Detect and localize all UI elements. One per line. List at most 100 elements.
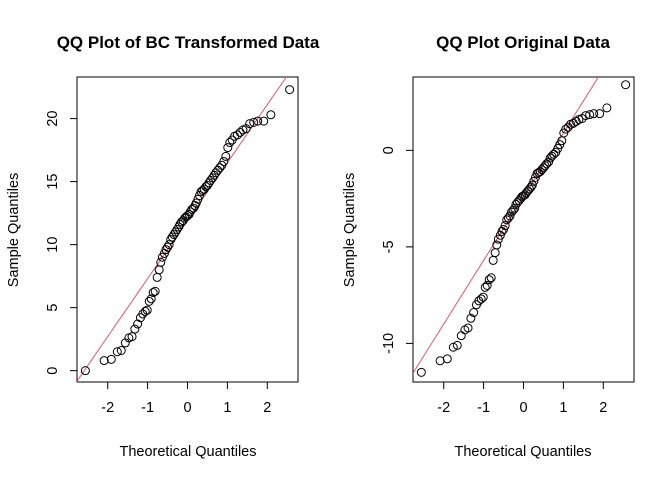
data-point — [510, 203, 520, 213]
qq-reference-line — [413, 77, 600, 374]
x-tick-label: 2 — [263, 400, 271, 416]
data-point — [133, 319, 143, 329]
x-tick-label: 0 — [519, 400, 527, 416]
data-point — [225, 138, 235, 148]
y-tick-label: -5 — [381, 240, 397, 253]
data-point — [223, 143, 233, 153]
bc-transformed-qq-panel: QQ Plot of BC Transformed Data Theoretic… — [6, 33, 320, 460]
data-point — [526, 182, 536, 192]
y-tick-label: 5 — [45, 304, 61, 312]
original-data-qq-panel: QQ Plot Original Data Theoretical Quanti… — [342, 33, 635, 460]
data-point — [140, 306, 150, 316]
x-axis: -2 -1 0 1 2 — [101, 381, 271, 416]
x-axis: -2 -1 0 1 2 — [437, 381, 607, 416]
plot-area: -2 -1 0 1 2-10-50 — [381, 76, 635, 416]
x-tick-label: 2 — [599, 400, 607, 416]
data-point — [484, 275, 494, 285]
data-point — [253, 116, 263, 126]
data-point — [442, 354, 452, 364]
data-point — [188, 203, 198, 213]
data-point — [500, 221, 510, 231]
y-tick-label: 20 — [45, 111, 61, 127]
data-point — [452, 340, 462, 350]
data-point — [221, 151, 231, 161]
data-point — [127, 332, 137, 342]
data-point — [585, 110, 595, 120]
data-point — [589, 109, 599, 119]
data-point — [148, 288, 158, 298]
plot-frame — [412, 76, 635, 383]
data-point — [161, 245, 171, 255]
y-tick-label: 15 — [45, 174, 61, 190]
data-point — [492, 240, 502, 250]
data-point — [154, 265, 164, 275]
data-point — [490, 248, 500, 258]
sample-points — [80, 85, 295, 376]
data-point — [106, 354, 116, 364]
data-point — [215, 163, 225, 173]
data-point — [527, 180, 537, 190]
x-tick-label: -2 — [101, 400, 114, 416]
data-point — [463, 323, 473, 333]
sample-points — [416, 80, 631, 377]
data-point — [232, 130, 242, 140]
data-point — [561, 124, 571, 134]
data-point — [621, 80, 631, 90]
data-point — [482, 280, 492, 290]
data-point — [595, 109, 605, 119]
data-point — [249, 117, 259, 127]
data-point — [208, 173, 218, 183]
x-axis-label: Theoretical Quantiles — [119, 444, 256, 460]
y-axis-label: Sample Quantiles — [342, 173, 358, 287]
data-point — [285, 85, 295, 95]
data-point — [166, 235, 176, 245]
y-axis-label: Sample Quantiles — [6, 173, 22, 287]
x-tick-label: 0 — [183, 400, 191, 416]
data-point — [245, 119, 255, 129]
data-point — [130, 324, 140, 334]
data-point — [534, 168, 544, 178]
data-point — [219, 156, 229, 166]
data-point — [416, 367, 426, 377]
plot-frame — [76, 76, 299, 383]
data-point — [508, 205, 518, 215]
data-point — [146, 294, 156, 304]
data-point — [476, 294, 486, 304]
data-point — [499, 225, 509, 234]
data-point — [259, 116, 269, 126]
data-point — [181, 212, 191, 222]
data-point — [478, 292, 488, 302]
data-point — [156, 257, 166, 267]
data-point — [530, 172, 540, 182]
data-point — [144, 296, 154, 306]
x-tick-label: -2 — [437, 400, 450, 416]
data-point — [202, 180, 212, 190]
data-point — [116, 345, 126, 355]
x-tick-label: -1 — [477, 400, 490, 416]
data-point — [480, 282, 490, 292]
y-tick-label: 0 — [381, 146, 397, 154]
data-point — [469, 308, 479, 318]
chart-title: QQ Plot of BC Transformed Data — [57, 33, 320, 52]
data-point — [169, 230, 179, 240]
data-point — [266, 110, 276, 120]
data-point — [602, 103, 612, 113]
y-tick-label: 10 — [45, 237, 61, 253]
chart-title: QQ Plot Original Data — [436, 33, 610, 52]
data-point — [571, 116, 581, 126]
x-tick-label: 1 — [223, 400, 231, 416]
x-tick-label: 1 — [559, 400, 567, 416]
data-point — [488, 255, 498, 265]
y-axis: 0 5 10 15 20 — [45, 111, 78, 375]
data-point — [167, 232, 177, 242]
y-tick-label: -10 — [381, 333, 397, 354]
y-axis: -10 -5 0 — [381, 146, 414, 354]
data-point — [99, 356, 109, 366]
data-point — [171, 227, 181, 237]
data-point — [80, 366, 90, 376]
data-point — [466, 313, 476, 323]
data-point — [164, 240, 174, 250]
data-point — [529, 176, 539, 186]
